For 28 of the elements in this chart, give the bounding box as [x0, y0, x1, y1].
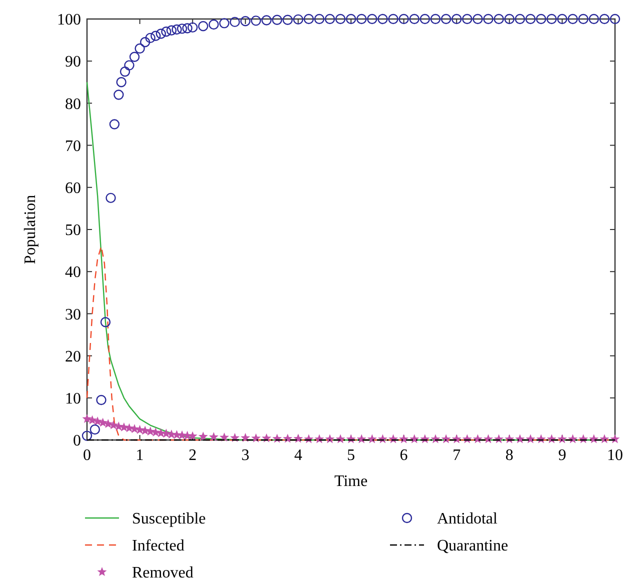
- legend-label: Susceptible: [132, 510, 206, 528]
- x-tick-label: 7: [452, 447, 461, 464]
- x-tick-label: 1: [136, 447, 144, 464]
- x-tick-label: 5: [347, 447, 355, 464]
- y-tick-label: 50: [65, 222, 81, 240]
- y-tick-label: 100: [57, 12, 81, 29]
- x-tick-label: 8: [505, 447, 514, 464]
- legend-label: Antidotal: [437, 510, 498, 528]
- x-tick-label: 10: [607, 447, 623, 464]
- y-tick-label: 0: [73, 432, 81, 450]
- y-tick-label: 20: [65, 348, 81, 366]
- legend-label: Removed: [132, 564, 194, 582]
- legend-label: Infected: [132, 538, 184, 555]
- x-axis-title: Time: [334, 473, 368, 490]
- x-tick-label: 2: [188, 447, 197, 464]
- y-tick-label: 30: [65, 306, 81, 324]
- legend-label: Quarantine: [437, 538, 508, 555]
- y-tick-label: 60: [65, 180, 81, 197]
- y-tick-label: 90: [65, 54, 81, 71]
- x-tick-label: 9: [558, 447, 566, 464]
- y-tick-label: 80: [65, 96, 81, 113]
- y-axis-title: Population: [22, 194, 39, 264]
- x-tick-label: 4: [294, 447, 302, 464]
- y-tick-label: 10: [65, 390, 81, 408]
- x-tick-label: 6: [400, 447, 408, 464]
- y-tick-label: 40: [65, 264, 81, 282]
- y-tick-label: 70: [65, 138, 81, 155]
- x-tick-label: 3: [241, 447, 250, 464]
